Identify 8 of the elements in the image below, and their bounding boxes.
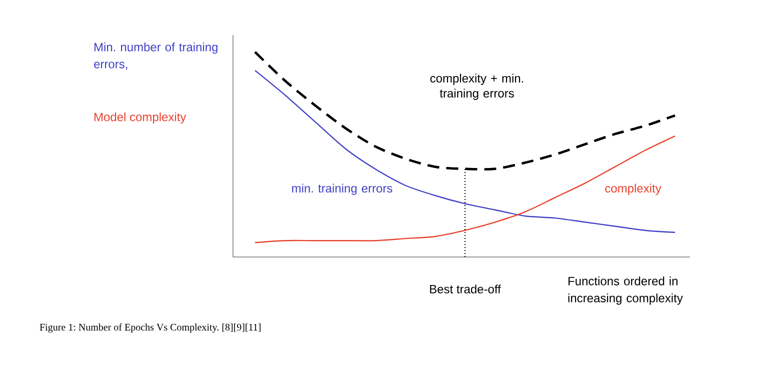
text: complexity + min. training errors: [430, 74, 524, 100]
text: Best trade-off: [430, 284, 501, 294]
caption: Figure 1: Number of Epochs Vs Complexity. [8][9][11]: [40, 323, 261, 333]
text: Model complexity: [94, 112, 186, 124]
series-label: complexity: [605, 184, 662, 195]
y-axis-title: Min. number of training errors,: [94, 42, 218, 70]
x-axis-title: Functions ordered in increasing complexity: [568, 276, 683, 305]
series-label: min. training errors: [292, 184, 392, 195]
